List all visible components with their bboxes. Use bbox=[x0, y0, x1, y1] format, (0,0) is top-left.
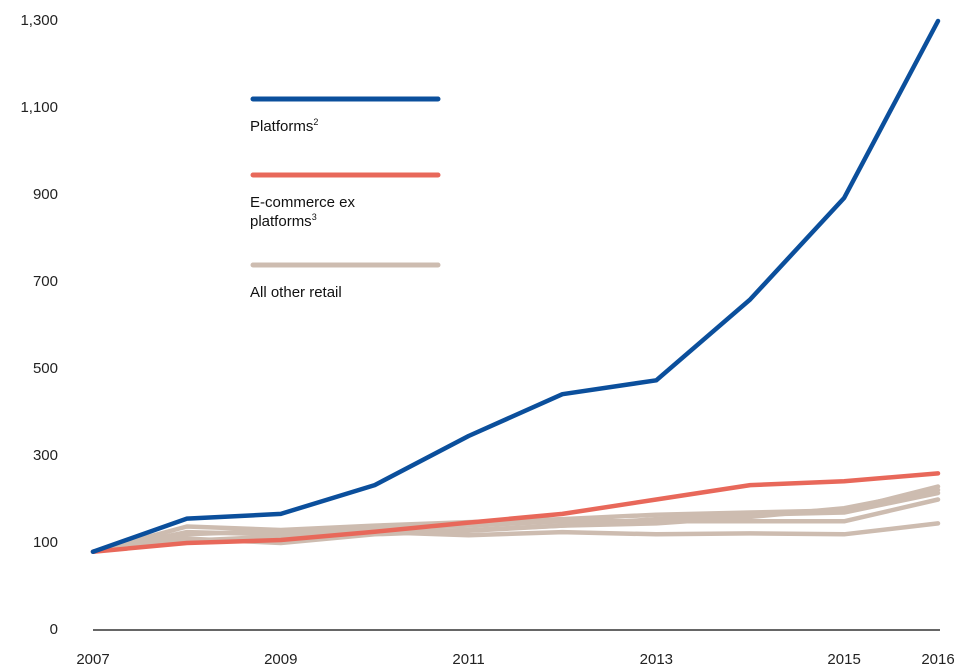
series-line bbox=[90, 487, 941, 554]
legend-label: Platforms2 bbox=[250, 117, 400, 136]
legend-label: All other retail bbox=[250, 283, 400, 302]
series-line bbox=[90, 521, 941, 554]
x-tick-label: 2011 bbox=[452, 651, 484, 668]
x-tick-label: 2016 bbox=[921, 651, 954, 668]
legend-text: All other retail bbox=[250, 284, 342, 301]
y-tick-label: 500 bbox=[33, 360, 58, 377]
x-tick-label: 2015 bbox=[827, 651, 860, 668]
series-line bbox=[90, 18, 941, 554]
legend-label: E-commerce ex platforms3 bbox=[250, 193, 400, 231]
series-line bbox=[90, 471, 941, 554]
y-tick-label: 1,300 bbox=[20, 12, 58, 29]
legend-text: E-commerce ex platforms bbox=[250, 194, 356, 230]
x-tick-label: 2009 bbox=[264, 651, 297, 668]
x-tick-label: 2007 bbox=[76, 651, 109, 668]
y-tick-label: 100 bbox=[33, 534, 58, 551]
y-tick-label: 1,100 bbox=[20, 99, 58, 116]
x-tick-label: 2013 bbox=[640, 651, 673, 668]
y-tick-label: 700 bbox=[33, 273, 58, 290]
legend-text: Platforms bbox=[250, 118, 314, 135]
footnote-ref: 2 bbox=[313, 117, 319, 127]
y-tick-label: 300 bbox=[33, 447, 58, 464]
y-tick-label: 0 bbox=[50, 621, 58, 638]
footnote-ref: 3 bbox=[311, 212, 317, 222]
y-tick-label: 900 bbox=[33, 186, 58, 203]
